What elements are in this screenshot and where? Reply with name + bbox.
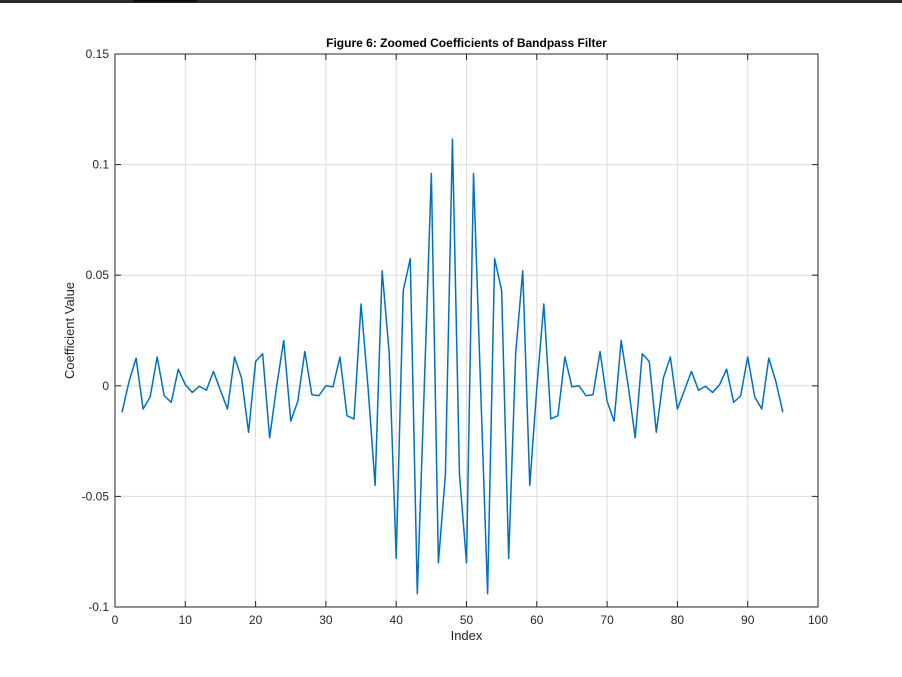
x-tick-label: 60 — [530, 613, 544, 627]
y-tick-label: -0.05 — [82, 489, 110, 503]
x-tick-label: 80 — [671, 613, 685, 627]
x-tick-label: 20 — [249, 613, 263, 627]
x-tick-label: 0 — [112, 613, 119, 627]
y-tick-label: 0.15 — [86, 47, 110, 61]
x-tick-label: 90 — [741, 613, 755, 627]
y-tick-label: 0.1 — [92, 158, 109, 172]
axis-ticks — [114, 53, 819, 608]
window-top-tab — [133, 0, 197, 2]
x-tick-label: 70 — [600, 613, 614, 627]
x-tick-label: 30 — [319, 613, 333, 627]
window-top-border — [0, 0, 902, 3]
y-tick-labels: -0.1 -0.05 0 0.05 0.1 0.15 — [82, 47, 110, 614]
x-tick-label: 40 — [390, 613, 404, 627]
y-tick-label: 0.05 — [86, 268, 110, 282]
chart-title: Figure 6: Zoomed Coefficients of Bandpas… — [326, 36, 607, 50]
y-tick-label: -0.1 — [88, 600, 109, 614]
x-axis-label: Index — [451, 628, 483, 643]
x-tick-label: 10 — [179, 613, 193, 627]
series-line — [121, 138, 784, 595]
grid-lines — [115, 54, 818, 607]
y-axis-label: Coefficient Value — [62, 282, 77, 379]
x-tick-label: 50 — [460, 613, 474, 627]
y-tick-label: 0 — [102, 379, 109, 393]
x-tick-label: 100 — [808, 613, 828, 627]
x-tick-labels: 0 10 20 30 40 50 60 70 80 90 100 — [112, 613, 829, 627]
